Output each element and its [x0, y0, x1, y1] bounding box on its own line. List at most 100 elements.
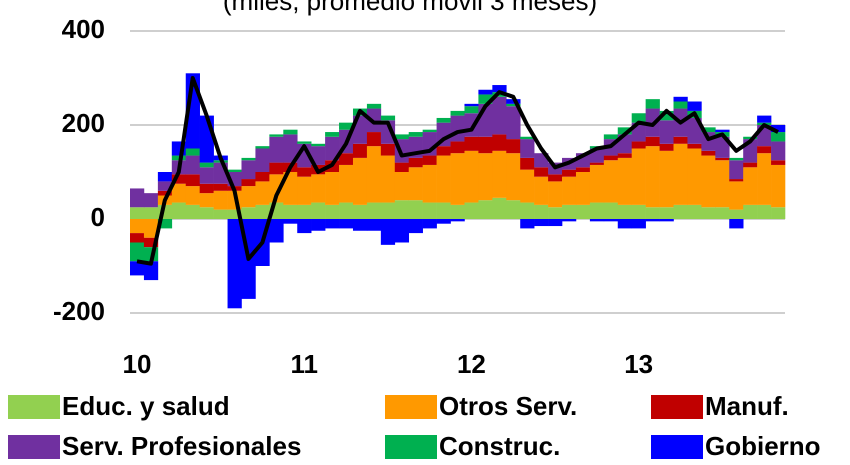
- bar-segment: [478, 200, 493, 219]
- bar-segment: [631, 141, 646, 149]
- bar-segment: [589, 164, 605, 203]
- bar-segment: [450, 219, 465, 222]
- bar-segment: [492, 134, 507, 151]
- bar-segment: [659, 219, 674, 222]
- bar-segment: [701, 127, 716, 133]
- bar-segment: [143, 237, 159, 248]
- bar-segment: [199, 162, 214, 168]
- bar-segment: [297, 176, 312, 205]
- bar-segment: [325, 204, 340, 219]
- y-tick-label: -200: [53, 296, 105, 326]
- bar-segment: [352, 219, 368, 231]
- legend-label: Educ. y salud: [62, 391, 230, 421]
- bar-segment: [130, 261, 145, 276]
- bar-segment: [575, 172, 591, 205]
- bar-segment: [729, 219, 744, 229]
- bar-segment: [701, 132, 716, 151]
- bar-segment: [645, 219, 660, 222]
- bar-segment: [199, 207, 214, 219]
- bar-segment: [143, 219, 159, 238]
- bar-segment: [715, 207, 730, 219]
- bar-segment: [603, 202, 619, 219]
- bar-segment: [199, 115, 214, 163]
- legend-label: Gobierno: [705, 431, 821, 461]
- bar-segment: [589, 162, 605, 165]
- bar-segment: [394, 172, 410, 201]
- bar-segment: [520, 157, 535, 170]
- bar-segment: [729, 160, 744, 180]
- bar-segment: [185, 204, 200, 219]
- bar-segment: [729, 181, 744, 210]
- bar-segment: [255, 146, 270, 149]
- x-tick-label: 12: [457, 349, 486, 379]
- bar-segment: [199, 193, 214, 208]
- bar-segment: [520, 169, 535, 203]
- bar-segment: [589, 219, 605, 222]
- bar-segment: [130, 233, 145, 243]
- bar-segment: [255, 204, 270, 219]
- legend-swatch: [8, 395, 60, 419]
- bar-segment: [757, 153, 772, 205]
- bar-segment: [394, 219, 410, 243]
- bar-segment: [450, 115, 465, 142]
- bar-segment: [729, 179, 744, 182]
- bar-segment: [603, 160, 619, 203]
- bar-segment: [213, 190, 228, 210]
- bar-segment: [464, 113, 479, 137]
- bar-segment: [562, 204, 577, 219]
- bar-segment: [450, 204, 465, 219]
- bar-segment: [380, 115, 396, 121]
- bar-segment: [673, 204, 688, 219]
- bar-segment: [185, 155, 200, 175]
- bar-segment: [185, 174, 200, 187]
- bar-segment: [771, 160, 786, 165]
- bar-segment: [464, 150, 479, 203]
- bar-segment: [757, 204, 772, 219]
- bar-segment: [269, 162, 284, 175]
- legend: Educ. y salud Otros Serv. Manuf. Serv. Prof…: [8, 391, 821, 461]
- bar-segment: [352, 157, 368, 205]
- bar-segment: [311, 146, 326, 165]
- bar-segment: [339, 164, 354, 203]
- bar-segment: [534, 176, 549, 205]
- legend-swatch: [8, 435, 60, 459]
- bar-segment: [269, 219, 284, 243]
- bar-segment: [339, 122, 354, 130]
- bar-segment: [701, 150, 716, 156]
- bar-segment: [297, 219, 312, 234]
- bar-segment: [603, 219, 619, 222]
- bar-segment: [757, 115, 772, 123]
- bar-segment: [297, 167, 312, 177]
- bar-segment: [520, 136, 535, 140]
- bar-segment: [743, 204, 758, 219]
- bar-segment: [687, 148, 702, 205]
- bar-segment: [464, 106, 479, 114]
- bar-segment: [506, 106, 521, 140]
- bar-segment: [241, 160, 256, 180]
- bar-segment: [562, 169, 577, 177]
- bar-segment: [715, 157, 730, 161]
- bar-segment: [130, 207, 145, 219]
- bar-segment: [339, 153, 354, 165]
- bar-segment: [325, 172, 340, 205]
- bar-segment: [339, 219, 354, 229]
- bar-segment: [659, 207, 674, 219]
- bar-segment: [548, 174, 563, 182]
- bar-segment: [408, 219, 423, 234]
- bar-segment: [422, 202, 437, 219]
- bar-segment: [729, 157, 744, 161]
- legend-label: Manuf.: [705, 391, 789, 421]
- legend-label: Construc.: [439, 431, 560, 461]
- bar-segment: [325, 136, 340, 161]
- bar-segment: [478, 94, 493, 104]
- bar-segment: [771, 207, 786, 219]
- bar-segment: [464, 103, 479, 107]
- bar-segment: [408, 157, 423, 168]
- bar-segment: [380, 120, 396, 144]
- bar-segment: [562, 219, 577, 222]
- bar-segment: [631, 219, 646, 229]
- bar-segment: [506, 200, 521, 219]
- x-tick-label: 10: [123, 349, 152, 379]
- legend-swatch: [651, 435, 703, 459]
